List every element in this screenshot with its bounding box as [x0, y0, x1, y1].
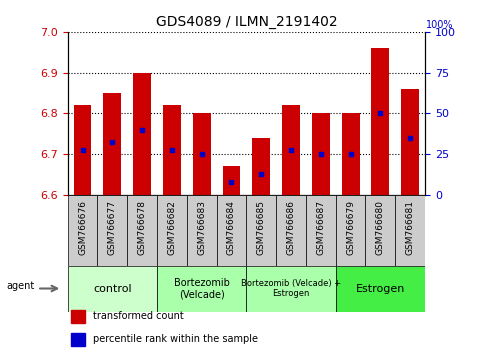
Bar	[282, 105, 300, 195]
Text: GSM766681: GSM766681	[406, 200, 414, 255]
Bar	[223, 166, 241, 195]
Text: GSM766678: GSM766678	[138, 200, 146, 255]
Text: GSM766685: GSM766685	[257, 200, 266, 255]
Title: GDS4089 / ILMN_2191402: GDS4089 / ILMN_2191402	[156, 16, 337, 29]
FancyBboxPatch shape	[157, 195, 187, 266]
Text: agent: agent	[7, 281, 35, 291]
Text: Bortezomib (Velcade) +
Estrogen: Bortezomib (Velcade) + Estrogen	[241, 279, 341, 298]
Bar	[193, 113, 211, 195]
FancyBboxPatch shape	[276, 195, 306, 266]
Text: GSM766686: GSM766686	[286, 200, 296, 255]
FancyBboxPatch shape	[98, 195, 127, 266]
Bar	[71, 333, 85, 346]
FancyBboxPatch shape	[336, 195, 366, 266]
Text: GSM766682: GSM766682	[168, 200, 176, 255]
FancyBboxPatch shape	[157, 266, 246, 312]
Bar	[71, 310, 85, 323]
Text: GSM766677: GSM766677	[108, 200, 117, 255]
FancyBboxPatch shape	[246, 195, 276, 266]
Text: Bortezomib
(Velcade): Bortezomib (Velcade)	[174, 278, 229, 299]
Bar	[401, 89, 419, 195]
Text: 100%: 100%	[426, 20, 454, 30]
Text: GSM766680: GSM766680	[376, 200, 385, 255]
FancyBboxPatch shape	[246, 266, 336, 312]
Text: GSM766684: GSM766684	[227, 200, 236, 255]
Bar	[103, 93, 121, 195]
FancyBboxPatch shape	[336, 266, 425, 312]
Text: GSM766679: GSM766679	[346, 200, 355, 255]
FancyBboxPatch shape	[68, 195, 98, 266]
Bar	[252, 138, 270, 195]
Text: percentile rank within the sample: percentile rank within the sample	[93, 335, 257, 344]
Text: GSM766687: GSM766687	[316, 200, 325, 255]
FancyBboxPatch shape	[395, 195, 425, 266]
Text: transformed count: transformed count	[93, 312, 184, 321]
FancyBboxPatch shape	[306, 195, 336, 266]
FancyBboxPatch shape	[127, 195, 157, 266]
FancyBboxPatch shape	[68, 266, 157, 312]
FancyBboxPatch shape	[366, 195, 395, 266]
Text: Estrogen: Estrogen	[355, 284, 405, 293]
Bar	[371, 48, 389, 195]
Text: GSM766683: GSM766683	[197, 200, 206, 255]
Bar	[133, 73, 151, 195]
Bar	[341, 113, 359, 195]
FancyBboxPatch shape	[187, 195, 216, 266]
Bar	[163, 105, 181, 195]
Bar	[73, 105, 91, 195]
Bar	[312, 113, 330, 195]
Text: control: control	[93, 284, 131, 293]
FancyBboxPatch shape	[216, 195, 246, 266]
Text: GSM766676: GSM766676	[78, 200, 87, 255]
